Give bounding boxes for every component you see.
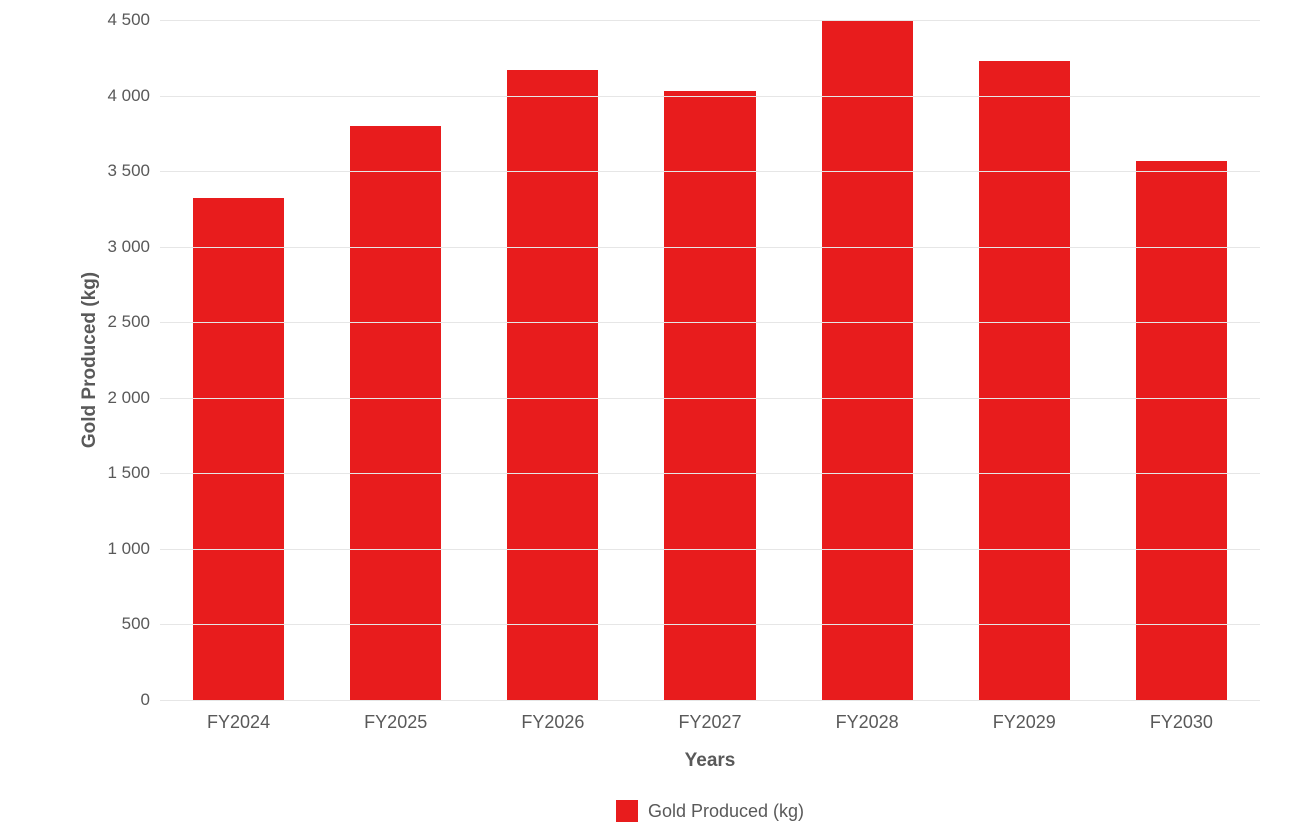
gridline <box>160 398 1260 399</box>
y-tick-label: 1 000 <box>90 539 150 559</box>
x-axis-title: Years <box>160 750 1260 772</box>
gridline <box>160 20 1260 21</box>
plot-area: FY2024FY2025FY2026FY2027FY2028FY2029FY20… <box>160 20 1260 700</box>
bar-slot: FY2028 <box>789 20 946 700</box>
x-tick-label: FY2028 <box>836 712 899 733</box>
gridline <box>160 171 1260 172</box>
gridline <box>160 96 1260 97</box>
gridline <box>160 473 1260 474</box>
y-tick-label: 4 500 <box>90 10 150 30</box>
x-tick-label: FY2026 <box>521 712 584 733</box>
y-tick-label: 3 500 <box>90 161 150 181</box>
bar <box>350 126 441 700</box>
legend: Gold Produced (kg) <box>160 800 1260 822</box>
legend-swatch <box>616 800 638 822</box>
bar-slot: FY2025 <box>317 20 474 700</box>
bar <box>507 70 598 700</box>
bar <box>822 20 913 700</box>
bar-slot: FY2026 <box>474 20 631 700</box>
bar-slot: FY2024 <box>160 20 317 700</box>
gridline <box>160 247 1260 248</box>
bar <box>979 61 1070 700</box>
bars-row: FY2024FY2025FY2026FY2027FY2028FY2029FY20… <box>160 20 1260 700</box>
y-tick-label: 1 500 <box>90 463 150 483</box>
legend-label: Gold Produced (kg) <box>648 801 804 822</box>
y-tick-label: 0 <box>90 690 150 710</box>
x-tick-label: FY2029 <box>993 712 1056 733</box>
y-axis-title: Gold Produced (kg) <box>79 272 101 448</box>
gold-produced-chart: Gold Produced (kg) FY2024FY2025FY2026FY2… <box>50 10 1270 830</box>
bar <box>1136 161 1227 700</box>
y-tick-label: 4 000 <box>90 86 150 106</box>
gridline <box>160 624 1260 625</box>
bar-slot: FY2029 <box>946 20 1103 700</box>
bar <box>664 91 755 700</box>
x-tick-label: FY2030 <box>1150 712 1213 733</box>
gridline <box>160 549 1260 550</box>
bar-slot: FY2027 <box>631 20 788 700</box>
x-tick-label: FY2027 <box>678 712 741 733</box>
y-tick-label: 500 <box>90 614 150 634</box>
y-tick-label: 2 500 <box>90 312 150 332</box>
bar-slot: FY2030 <box>1103 20 1260 700</box>
gridline <box>160 700 1260 701</box>
x-tick-label: FY2025 <box>364 712 427 733</box>
gridline <box>160 322 1260 323</box>
y-tick-label: 3 000 <box>90 237 150 257</box>
x-tick-label: FY2024 <box>207 712 270 733</box>
y-tick-label: 2 000 <box>90 388 150 408</box>
